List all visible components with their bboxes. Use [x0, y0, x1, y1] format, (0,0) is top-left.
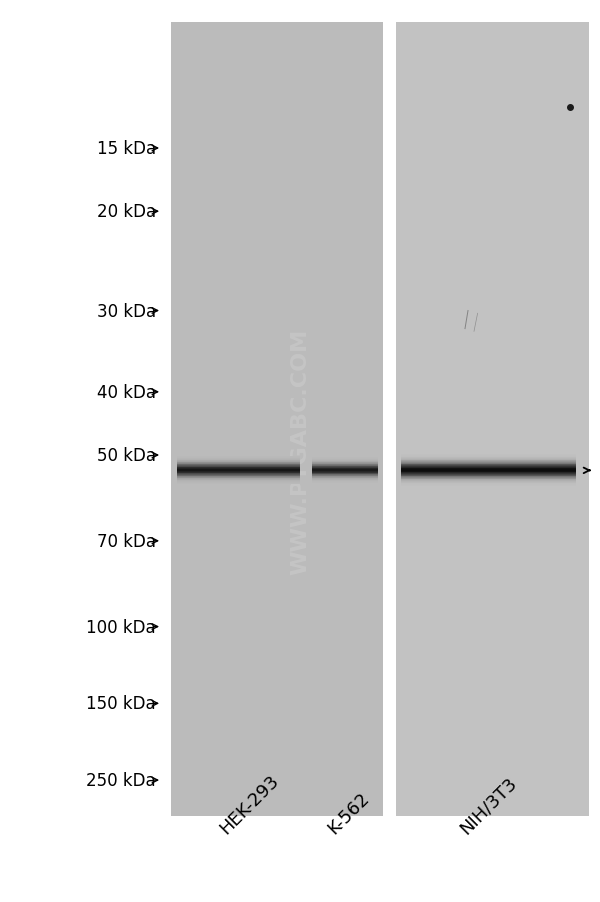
Text: 20 kDa: 20 kDa	[97, 203, 156, 221]
Text: 15 kDa: 15 kDa	[97, 140, 156, 158]
Text: 50 kDa: 50 kDa	[97, 446, 156, 465]
Text: 150 kDa: 150 kDa	[86, 695, 156, 713]
Text: 30 kDa: 30 kDa	[97, 302, 156, 320]
Text: NIH/3T3: NIH/3T3	[456, 773, 520, 837]
Text: K-562: K-562	[324, 788, 373, 837]
Bar	[171, 23, 383, 816]
Text: WWW.PTGABC.COM: WWW.PTGABC.COM	[290, 328, 310, 574]
Bar	[396, 23, 589, 816]
Text: HEK-293: HEK-293	[216, 771, 282, 837]
Text: 100 kDa: 100 kDa	[86, 618, 156, 636]
Text: 250 kDa: 250 kDa	[86, 771, 156, 789]
Text: 70 kDa: 70 kDa	[97, 532, 156, 550]
Text: 40 kDa: 40 kDa	[97, 383, 156, 401]
